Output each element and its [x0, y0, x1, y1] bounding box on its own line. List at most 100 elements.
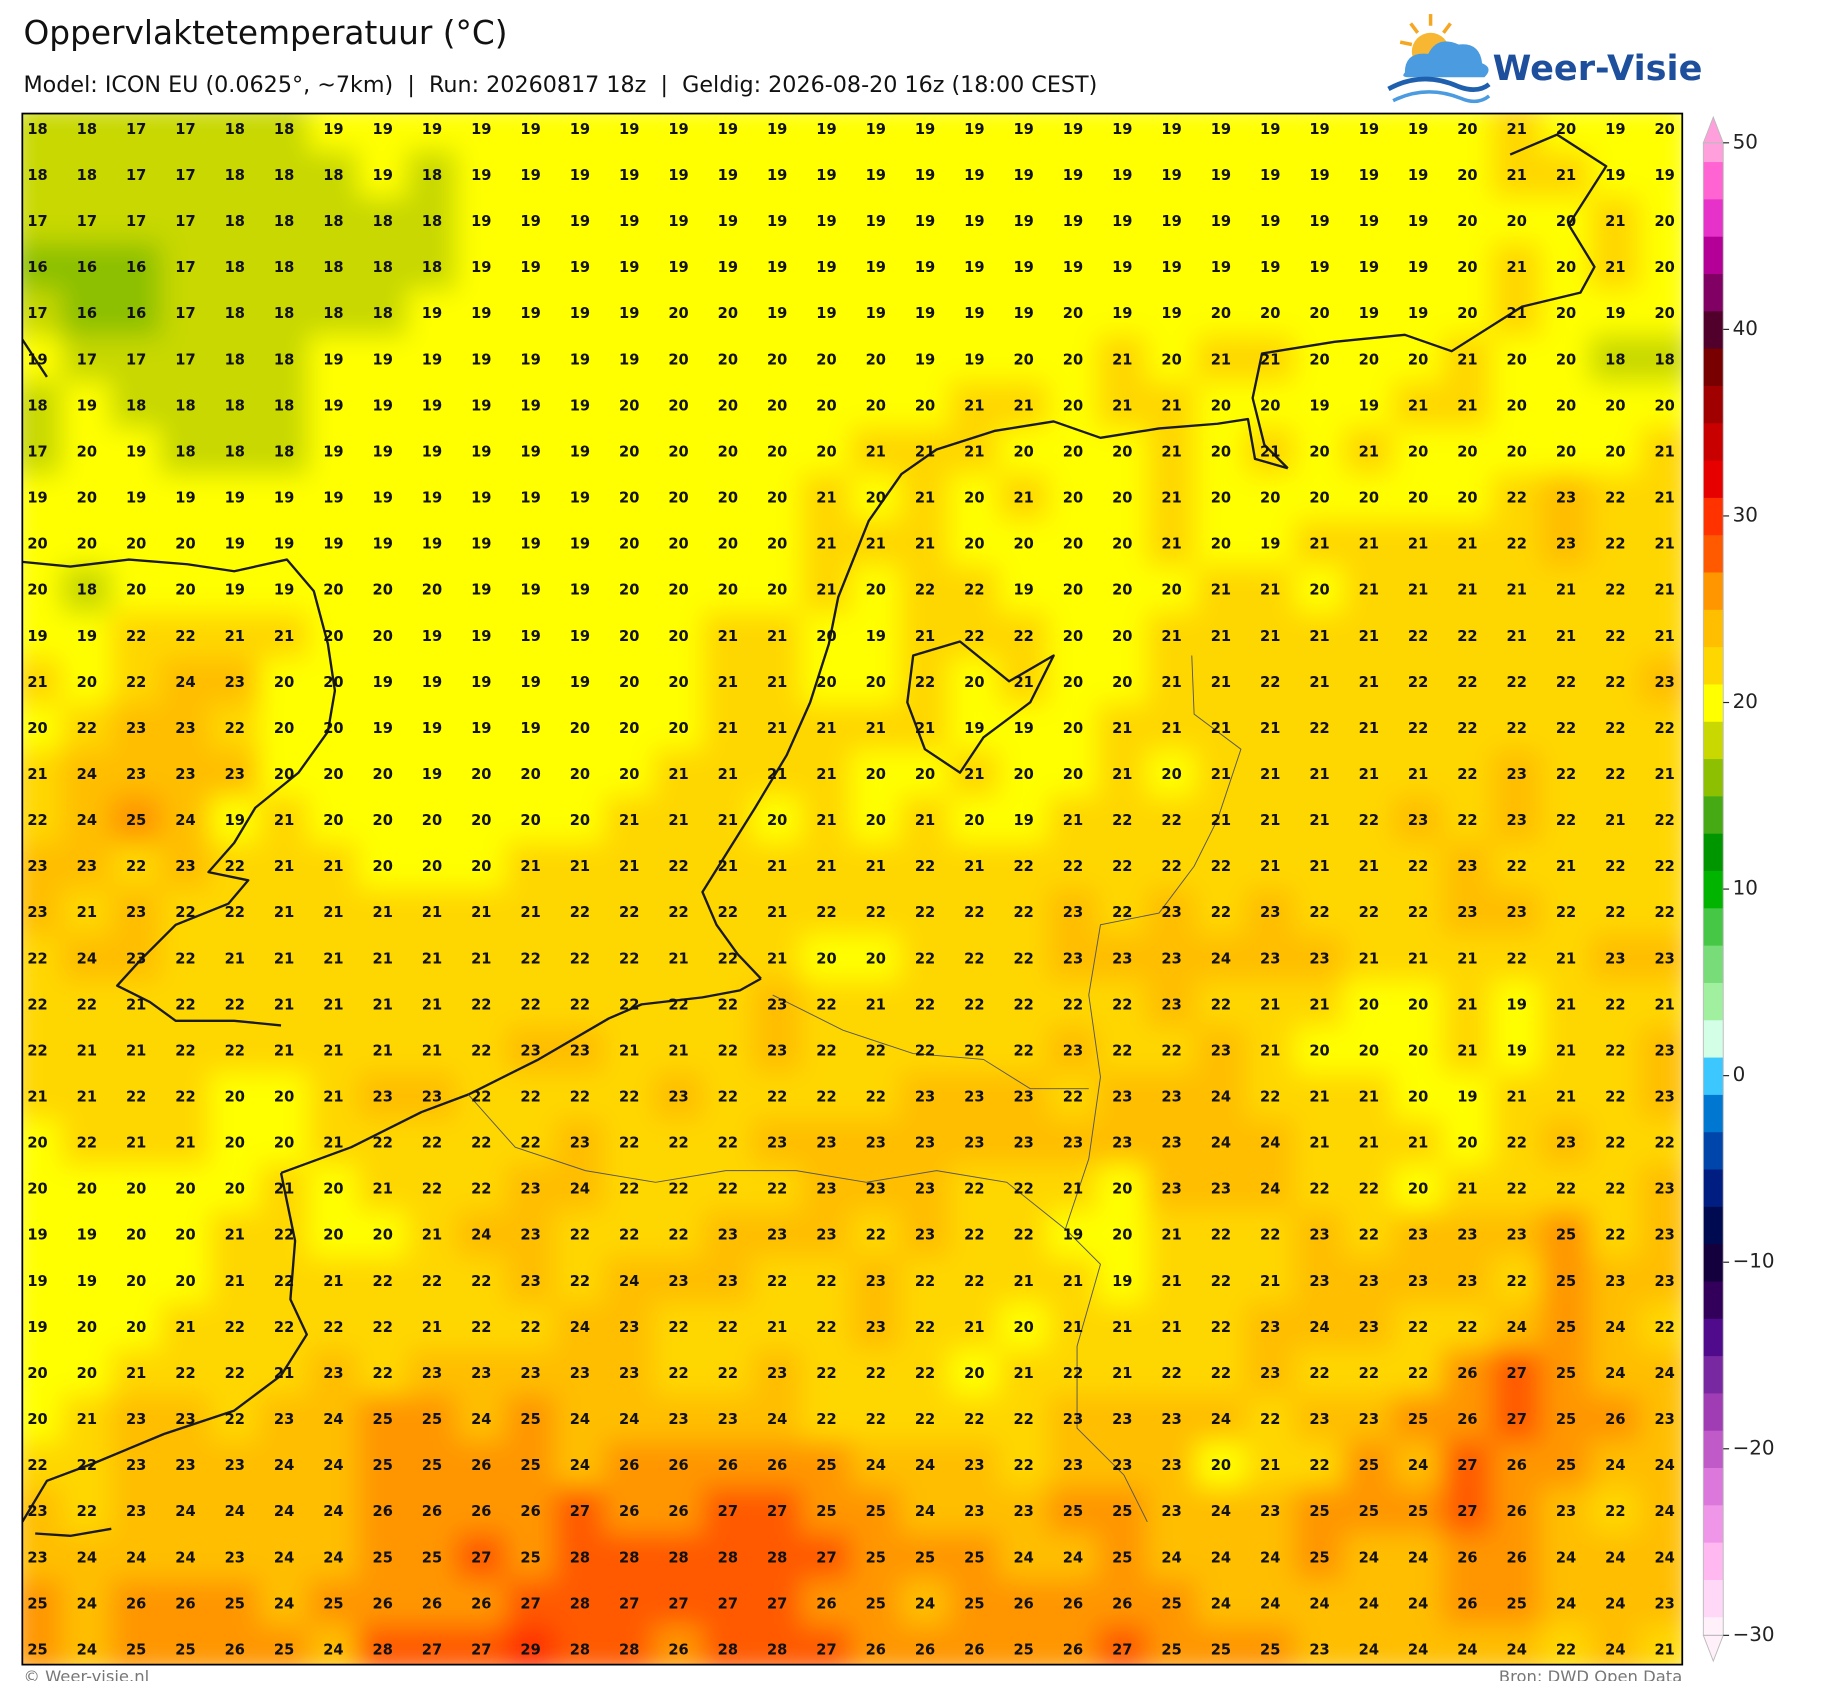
- temperature-value: 23: [1063, 1457, 1083, 1474]
- temperature-value: 20: [1063, 351, 1083, 368]
- temperature-cell: [1590, 750, 1641, 798]
- temperature-value: 21: [422, 996, 442, 1013]
- temperature-cell: [110, 796, 162, 844]
- temperature-value: 22: [373, 1273, 393, 1290]
- temperature-value: 24: [1507, 1641, 1527, 1658]
- temperature-cell: [1244, 1579, 1296, 1627]
- temperature-value: 22: [77, 996, 97, 1013]
- temperature-value: 18: [77, 582, 97, 599]
- temperature-value: 23: [816, 1181, 836, 1198]
- temperature-cell: [258, 335, 310, 383]
- temperature-cell: [1195, 1395, 1247, 1443]
- temperature-cell: [554, 1303, 606, 1351]
- temperature-cell: [505, 1395, 556, 1443]
- temperature-value: 18: [77, 167, 97, 184]
- temperature-value: 22: [373, 1365, 393, 1382]
- temperature-cell: [505, 565, 556, 614]
- temperature-cell: [1392, 934, 1444, 982]
- temperature-value: 19: [1359, 259, 1379, 276]
- temperature-cell: [1146, 611, 1197, 660]
- temperature-cell: [751, 427, 803, 475]
- temperature-cell: [258, 1118, 310, 1167]
- temperature-cell: [1392, 381, 1444, 429]
- temperature-cell: [160, 1118, 211, 1167]
- colorbar-band: [1703, 497, 1724, 536]
- temperature-value: 19: [520, 443, 540, 460]
- temperature-cell: [406, 197, 458, 245]
- temperature-cell: [160, 1395, 211, 1443]
- temperature-cell: [1146, 704, 1197, 752]
- temperature-value: 21: [373, 1181, 393, 1198]
- temperature-value: 19: [77, 628, 97, 645]
- temperature-value: 19: [570, 443, 590, 460]
- temperature-cell: [258, 658, 310, 706]
- temperature-cell: [406, 1210, 458, 1259]
- temperature-cell: [1639, 151, 1683, 199]
- temperature-cell: [603, 750, 655, 798]
- temperature-value: 20: [126, 582, 146, 599]
- temperature-cell: [1639, 1533, 1683, 1581]
- temperature-cell: [899, 1441, 951, 1489]
- temperature-value: 19: [1309, 213, 1329, 230]
- temperature-cell: [357, 796, 408, 844]
- temperature-cell: [801, 519, 852, 568]
- temperature-cell: [1540, 934, 1592, 982]
- temperature-value: 19: [520, 167, 540, 184]
- temperature-value: 21: [767, 628, 787, 645]
- temperature-cell: [1540, 658, 1592, 706]
- temperature-value: 21: [816, 536, 836, 553]
- temperature-cell: [1590, 888, 1641, 936]
- temperature-value: 20: [274, 766, 294, 783]
- temperature-value: 22: [1063, 858, 1083, 875]
- temperature-value: 20: [1408, 351, 1428, 368]
- temperature-value: 23: [1161, 1181, 1181, 1198]
- temperature-cell: [160, 1026, 211, 1074]
- temperature-cell: [702, 519, 754, 568]
- temperature-value: 24: [1211, 1135, 1231, 1152]
- temperature-cell: [1540, 151, 1592, 199]
- temperature-value: 20: [175, 1181, 195, 1198]
- temperature-cell: [258, 888, 310, 936]
- temperature-cell: [22, 1072, 63, 1120]
- temperature-value: 23: [1063, 950, 1083, 967]
- temperature-value: 19: [1112, 305, 1132, 322]
- colorbar-bottom-end: [1702, 1634, 1724, 1663]
- temperature-cell: [603, 796, 655, 844]
- temperature-value: 19: [422, 443, 442, 460]
- temperature-value: 19: [1063, 259, 1083, 276]
- temperature-cell: [61, 1026, 113, 1074]
- colorbar-band: [1703, 907, 1724, 946]
- temperature-value: 21: [1013, 1273, 1033, 1290]
- temperature-cell: [1244, 473, 1296, 521]
- temperature-value: 23: [1556, 536, 1576, 553]
- temperature-value: 20: [1063, 674, 1083, 691]
- temperature-value: 20: [1654, 397, 1674, 414]
- temperature-value: 20: [668, 305, 688, 322]
- colorbar-band: [1703, 1392, 1724, 1431]
- temperature-cell: [1392, 1487, 1444, 1535]
- temperature-cell: [1146, 151, 1197, 199]
- temperature-value: 20: [77, 536, 97, 553]
- temperature-value: 22: [718, 1365, 738, 1382]
- temperature-cell: [22, 197, 63, 245]
- temperature-cell: [751, 519, 803, 568]
- temperature-value: 18: [175, 443, 195, 460]
- temperature-cell: [850, 1395, 901, 1443]
- temperature-cell: [603, 1487, 655, 1535]
- temperature-value: 19: [27, 490, 47, 507]
- temperature-value: 19: [77, 397, 97, 414]
- temperature-value: 21: [422, 904, 442, 921]
- temperature-cell: [702, 243, 754, 291]
- temperature-value: 21: [1605, 812, 1625, 829]
- temperature-cell: [1195, 335, 1247, 383]
- temperature-cell: [1195, 704, 1247, 752]
- temperature-cell: [998, 750, 1049, 798]
- temperature-cell: [554, 750, 606, 798]
- temperature-cell: [653, 565, 704, 614]
- temperature-cell: [1097, 1487, 1148, 1535]
- temperature-cell: [1294, 1625, 1345, 1665]
- temperature-value: 21: [520, 858, 540, 875]
- temperature-cell: [110, 1579, 162, 1627]
- temperature-cell: [1047, 1164, 1099, 1213]
- temperature-value: 22: [964, 996, 984, 1013]
